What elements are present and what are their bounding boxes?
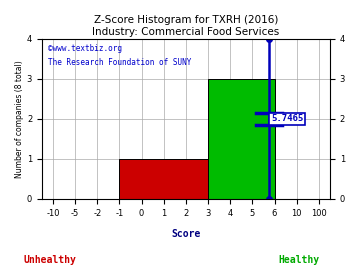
Text: Unhealthy: Unhealthy [24,255,77,265]
Text: The Research Foundation of SUNY: The Research Foundation of SUNY [48,58,191,67]
Bar [208,79,275,199]
X-axis label: Score: Score [171,229,201,239]
Text: Healthy: Healthy [278,255,319,265]
Y-axis label: Number of companies (8 total): Number of companies (8 total) [15,60,24,178]
Bar [120,159,208,199]
Text: 5.7465: 5.7465 [271,114,303,123]
Text: ©www.textbiz.org: ©www.textbiz.org [48,43,122,53]
Title: Z-Score Histogram for TXRH (2016)
Industry: Commercial Food Services: Z-Score Histogram for TXRH (2016) Indust… [92,15,279,37]
